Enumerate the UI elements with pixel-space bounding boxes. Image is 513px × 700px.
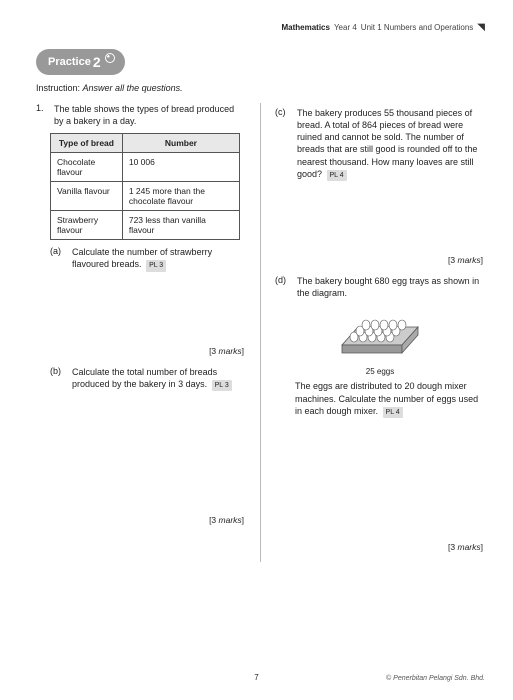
copyright: © Penerbitan Pelangi Sdn. Bhd. (386, 675, 485, 682)
pl-tag: PL 3 (146, 260, 166, 271)
practice-label: Practice (48, 56, 91, 68)
table-row: Strawberry flavour 723 less than vanilla… (51, 211, 240, 240)
q1b: (b) Calculate the total number of breads… (50, 366, 246, 392)
q1-number: 1. (36, 103, 48, 127)
q1c-marks: [3 marks] (275, 255, 483, 265)
cell-num: 10 006 (122, 153, 239, 182)
left-column: 1. The table shows the types of bread pr… (36, 103, 246, 562)
year: Year 4 (334, 23, 357, 32)
instruction-prefix: Instruction: (36, 83, 80, 93)
q1-intro: 1. The table shows the types of bread pr… (36, 103, 246, 127)
q1a-label: (a) (50, 246, 66, 272)
cell-type: Strawberry flavour (51, 211, 123, 240)
practice-number: 2 (93, 54, 101, 70)
content-columns: 1. The table shows the types of bread pr… (36, 103, 485, 562)
table-row: Vanilla flavour 1 245 more than the choc… (51, 182, 240, 211)
q1-intro-text: The table shows the types of bread produ… (54, 103, 246, 127)
q1c-body: The bakery produces 55 thousand pieces o… (297, 108, 477, 179)
right-column: (c) The bakery produces 55 thousand piec… (275, 103, 485, 562)
cell-num: 723 less than vanilla flavour (122, 211, 239, 240)
q1c-label: (c) (275, 107, 291, 181)
q1d: (d) The bakery bought 680 egg trays as s… (275, 275, 485, 299)
table-header-row: Type of bread Number (51, 134, 240, 153)
q1a-body: Calculate the number of strawberry flavo… (72, 247, 212, 269)
cell-type: Vanilla flavour (51, 182, 123, 211)
q1a: (a) Calculate the number of strawberry f… (50, 246, 246, 272)
col-number: Number (122, 134, 239, 153)
q1a-marks: [3 marks] (36, 346, 244, 356)
unit: Unit 1 Numbers and Operations (361, 23, 474, 32)
q1d-text: The bakery bought 680 egg trays as shown… (297, 275, 485, 299)
page-header: Mathematics Year 4 Unit 1 Numbers and Op… (36, 22, 485, 33)
q1a-text: Calculate the number of strawberry flavo… (72, 246, 246, 272)
q1c: (c) The bakery produces 55 thousand piec… (275, 107, 485, 181)
badge-circle-icon (105, 53, 115, 63)
q1b-marks: [3 marks] (36, 515, 244, 525)
col-type: Type of bread (51, 134, 123, 153)
table-row: Chocolate flavour 10 006 (51, 153, 240, 182)
egg-count-label: 25 eggs (275, 367, 485, 376)
instruction-text: Answer all the questions. (83, 83, 183, 93)
column-divider (260, 103, 261, 562)
q1d-text2: The eggs are distributed to 20 dough mix… (295, 380, 485, 418)
pl-tag: PL 4 (383, 407, 403, 418)
q1d-label: (d) (275, 275, 291, 299)
q1d-marks: [3 marks] (275, 542, 483, 552)
q1c-text: The bakery produces 55 thousand pieces o… (297, 107, 485, 181)
pl-tag: PL 3 (212, 380, 232, 391)
egg-tray-diagram: 25 eggs (275, 307, 485, 376)
pl-tag: PL 4 (327, 170, 347, 181)
q1b-body: Calculate the total number of breads pro… (72, 367, 217, 389)
q1b-label: (b) (50, 366, 66, 392)
practice-badge: Practice 2 (36, 49, 125, 75)
cell-num: 1 245 more than the chocolate flavour (122, 182, 239, 211)
corner-icon: ◥ (477, 22, 485, 33)
egg-tray-icon (330, 307, 430, 363)
cell-type: Chocolate flavour (51, 153, 123, 182)
q1b-text: Calculate the total number of breads pro… (72, 366, 246, 392)
instruction: Instruction: Answer all the questions. (36, 83, 485, 93)
bread-table: Type of bread Number Chocolate flavour 1… (50, 133, 240, 240)
subject: Mathematics (281, 23, 329, 32)
